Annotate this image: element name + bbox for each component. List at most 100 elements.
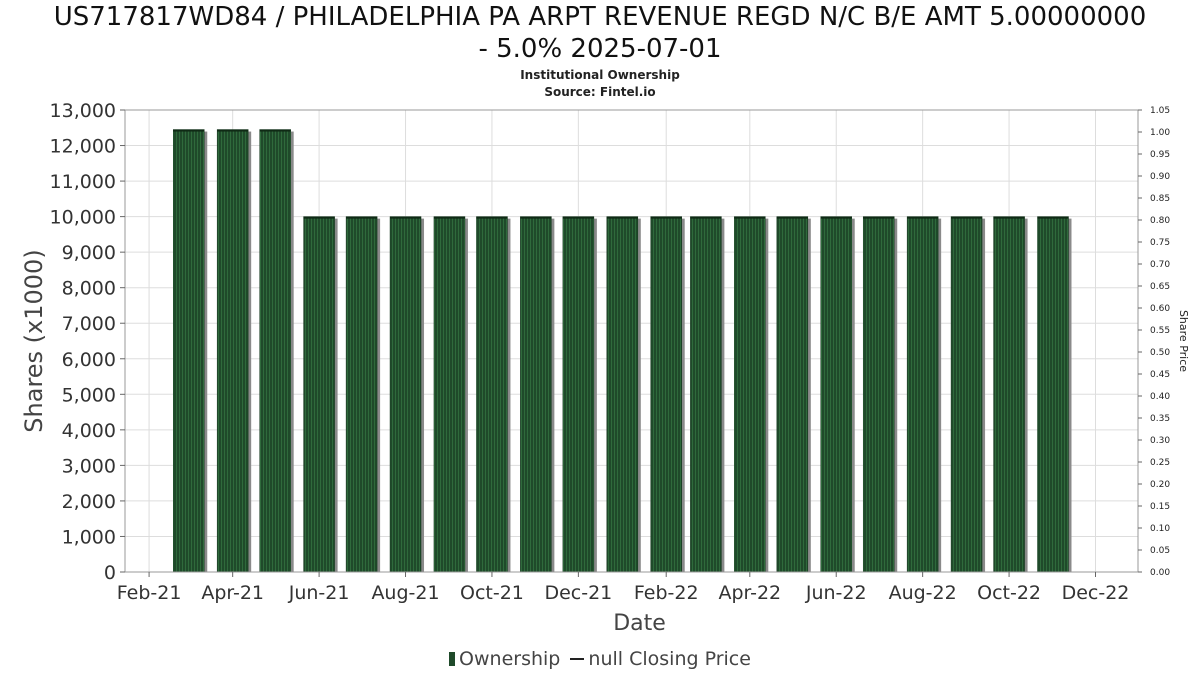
ownership-bar[interactable]: [820, 216, 852, 573]
y2-tick-label: 0.45: [1150, 370, 1170, 380]
bar-cap: [390, 216, 422, 219]
bar-cap: [1037, 216, 1069, 219]
y-tick-label: 8,000: [62, 278, 116, 300]
bar-cap: [259, 129, 291, 132]
plot-frame: [124, 109, 1139, 573]
bar-cap: [863, 216, 895, 219]
ownership-bar[interactable]: [476, 216, 508, 573]
bar-cap: [734, 216, 766, 219]
bar-cap: [433, 216, 465, 219]
ownership-bar[interactable]: [993, 216, 1025, 573]
ownership-bar[interactable]: [433, 216, 466, 573]
y2-tick-label: 0.00: [1150, 568, 1170, 578]
y-tick-label: 10,000: [50, 207, 116, 229]
y-tick-label: 4,000: [62, 420, 116, 442]
bar-cap: [303, 216, 335, 219]
y-tick-label: 9,000: [62, 242, 116, 264]
x-axis-label: Date: [613, 611, 666, 636]
ownership-bar[interactable]: [1037, 216, 1069, 573]
ownership-bar[interactable]: [345, 216, 378, 573]
y2-tick-label: 0.65: [1150, 282, 1170, 292]
bar-cap: [690, 216, 722, 219]
chart-title-line2: - 5.0% 2025-07-01: [478, 34, 722, 64]
x-tick-label: Oct-21: [460, 582, 524, 604]
y-axis: 0 1,000 2,000 3,000 4,000 5,000 6,000 7,000 8,00…: [50, 100, 125, 584]
y2-axis-label: Share Price: [1177, 310, 1190, 372]
y2-tick-label: 0.50: [1150, 348, 1170, 358]
y-tick-label: 0: [104, 562, 116, 584]
x-axis: Feb-21 Apr-21 Jun-21 Aug-21 Oct-21 Dec-21 Feb-…: [117, 572, 1130, 604]
ownership-bar[interactable]: [173, 129, 205, 573]
y2-tick-label: 0.75: [1150, 238, 1170, 248]
y-tick-label: 5,000: [62, 384, 116, 406]
x-tick-label: Apr-21: [201, 582, 264, 604]
closing-price-line-icon: [570, 658, 585, 660]
ownership-bar[interactable]: [734, 216, 766, 573]
x-tick-label: Feb-22: [634, 582, 699, 604]
ownership-bar[interactable]: [259, 129, 291, 573]
x-tick-label: Aug-22: [889, 582, 957, 604]
y2-tick-label: 0.10: [1150, 524, 1170, 534]
bar-cap: [346, 216, 378, 219]
ownership-bar[interactable]: [776, 216, 809, 573]
ownership-bar[interactable]: [303, 216, 335, 573]
bar-series: [173, 129, 1072, 573]
bar-cap: [173, 129, 205, 132]
y2-tick-label: 0.80: [1150, 216, 1170, 226]
y-tick-label: 6,000: [62, 349, 116, 371]
ownership-bar[interactable]: [520, 216, 552, 573]
bar-cap: [476, 216, 508, 219]
y2-tick-label: 0.85: [1150, 194, 1170, 204]
ownership-bar[interactable]: [650, 216, 682, 573]
legend-item-ownership[interactable]: Ownership: [449, 648, 560, 670]
y2-tick-label: 0.95: [1150, 150, 1170, 160]
chart-title: US717817WD84 / PHILADELPHIA PA ARPT REVE…: [53, 2, 1147, 32]
bar-cap: [820, 216, 852, 219]
legend-label-ownership: Ownership: [459, 648, 561, 670]
y-tick-label: 2,000: [62, 491, 116, 513]
x-tick-label: Dec-22: [1062, 582, 1130, 604]
ownership-bar[interactable]: [906, 216, 939, 573]
legend-item-closing-price[interactable]: null Closing Price: [570, 648, 751, 670]
y2-tick-label: 0.55: [1150, 326, 1170, 336]
ownership-bar[interactable]: [389, 216, 422, 573]
ownership-bar[interactable]: [690, 216, 722, 573]
y2-tick-label: 1.05: [1150, 106, 1170, 116]
x-tick-label: Apr-22: [718, 582, 781, 604]
y2-tick-label: 0.40: [1150, 392, 1170, 402]
ownership-bar[interactable]: [562, 216, 595, 573]
y2-tick-label: 0.15: [1150, 502, 1170, 512]
ownership-bar[interactable]: [606, 216, 639, 573]
y-tick-label: 7,000: [62, 313, 116, 335]
ownership-swatch-icon: [449, 652, 456, 666]
x-tick-label: Oct-22: [977, 582, 1041, 604]
y2-tick-label: 0.05: [1150, 546, 1170, 556]
y2-tick-label: 0.60: [1150, 304, 1170, 314]
bar-cap: [650, 216, 682, 219]
x-tick-label: Aug-21: [371, 582, 439, 604]
bar-cap: [776, 216, 808, 219]
x-tick-label: Jun-22: [805, 582, 867, 604]
ownership-bar[interactable]: [950, 216, 983, 573]
y-tick-label: 11,000: [50, 171, 116, 193]
y2-tick-label: 0.70: [1150, 260, 1170, 270]
x-tick-label: Feb-21: [117, 582, 182, 604]
chart-subtitle: Institutional Ownership: [520, 68, 680, 82]
bar-cap: [520, 216, 552, 219]
y2-axis: 0.00 0.05 0.10 0.15 0.20 0.25 0.30 0.35 0.40 0.45…: [1138, 106, 1170, 578]
legend: Ownership null Closing Price: [0, 648, 1200, 670]
bar-cap: [993, 216, 1025, 219]
chart-source: Source: Fintel.io: [544, 85, 656, 99]
y2-tick-label: 0.35: [1150, 414, 1170, 424]
x-tick-label: Jun-21: [288, 582, 350, 604]
x-tick-label: Dec-21: [544, 582, 612, 604]
y2-tick-label: 0.30: [1150, 436, 1170, 446]
y-tick-label: 13,000: [50, 100, 116, 122]
bar-cap: [606, 216, 638, 219]
y-tick-label: 3,000: [62, 455, 116, 477]
ownership-bar[interactable]: [216, 129, 249, 573]
ownership-bar[interactable]: [862, 216, 895, 573]
bar-cap: [217, 129, 249, 132]
y2-tick-label: 0.90: [1150, 172, 1170, 182]
